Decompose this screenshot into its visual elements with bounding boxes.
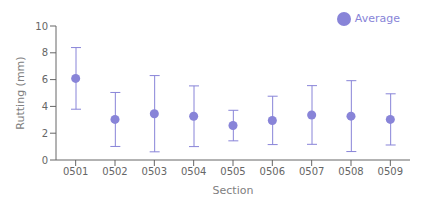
svg-text:10: 10 — [35, 21, 48, 32]
svg-text:0: 0 — [42, 155, 48, 166]
svg-text:0501: 0501 — [63, 166, 88, 177]
svg-text:0505: 0505 — [220, 166, 245, 177]
svg-text:6: 6 — [42, 74, 48, 85]
svg-text:0509: 0509 — [378, 166, 403, 177]
svg-text:0503: 0503 — [142, 166, 167, 177]
svg-text:4: 4 — [42, 101, 48, 112]
svg-text:2: 2 — [42, 128, 48, 139]
svg-text:Section: Section — [213, 184, 254, 196]
svg-text:0508: 0508 — [338, 166, 363, 177]
svg-text:0502: 0502 — [102, 166, 127, 177]
html-text:Average: Average — [354, 12, 400, 25]
svg-text:0507: 0507 — [299, 166, 324, 177]
svg-text:0504: 0504 — [181, 166, 206, 177]
svg-text:0506: 0506 — [260, 166, 285, 177]
svg-text:Rutting (mm): Rutting (mm) — [14, 56, 27, 129]
svg-text:8: 8 — [42, 47, 48, 58]
